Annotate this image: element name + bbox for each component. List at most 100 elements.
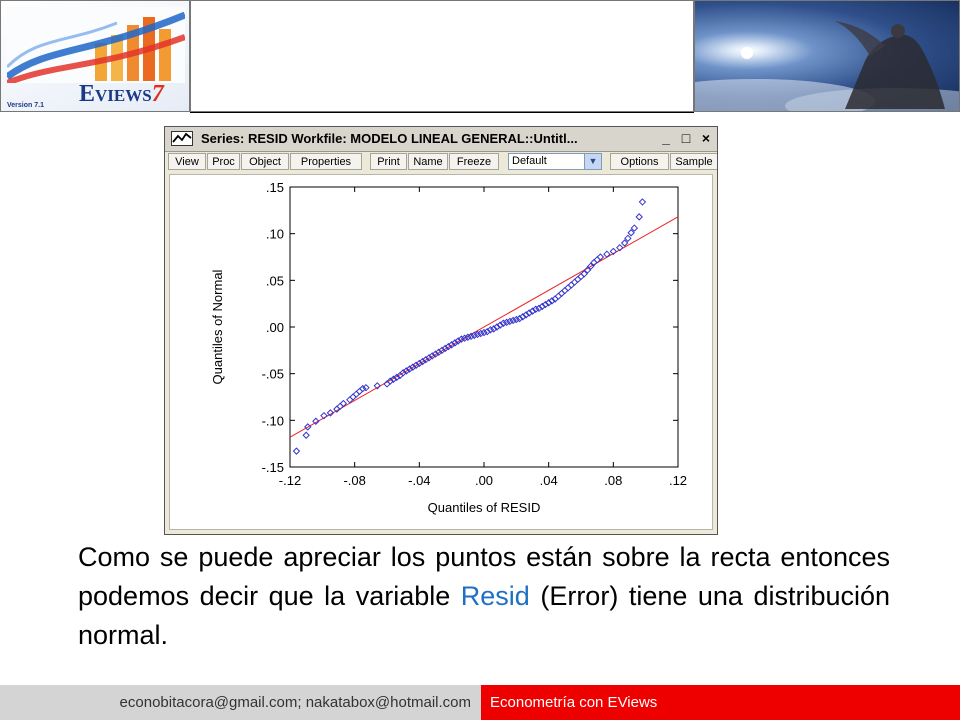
logo-chart-graphic bbox=[7, 7, 185, 83]
data-point bbox=[486, 326, 495, 334]
data-point bbox=[554, 292, 563, 300]
data-point bbox=[412, 361, 420, 369]
data-point bbox=[355, 387, 364, 396]
data-point bbox=[515, 314, 524, 323]
data-point bbox=[415, 359, 424, 368]
name-button[interactable]: Name bbox=[408, 153, 448, 170]
data-point bbox=[389, 375, 398, 383]
data-point bbox=[464, 333, 472, 341]
y-tick-label: -.05 bbox=[262, 367, 284, 382]
data-point bbox=[561, 286, 569, 295]
display-type-select[interactable]: Default ▼ bbox=[508, 153, 602, 170]
data-point bbox=[304, 423, 312, 431]
y-tick-label: .05 bbox=[266, 273, 284, 288]
data-point bbox=[435, 348, 443, 356]
data-point bbox=[483, 327, 491, 336]
data-point bbox=[409, 363, 417, 371]
eviews-series-window[interactable]: Series: RESID Workfile: MODELO LINEAL GE… bbox=[164, 126, 718, 535]
freeze-button[interactable]: Freeze bbox=[449, 153, 499, 170]
data-point bbox=[302, 431, 310, 439]
data-point bbox=[630, 224, 639, 232]
sky-figure-graphic bbox=[695, 21, 959, 111]
data-point bbox=[373, 382, 382, 390]
data-point bbox=[532, 305, 540, 313]
qq-plot-area: -.12 -.08 -.04 .00 .04 .08 .12 -.15 -.10 -.05 .00.… bbox=[169, 174, 713, 530]
data-point bbox=[428, 352, 436, 360]
data-point bbox=[616, 243, 624, 252]
data-point bbox=[528, 307, 537, 315]
header-divider bbox=[190, 112, 694, 113]
logo-wordmark: EVIEWS7 bbox=[79, 81, 164, 107]
data-point bbox=[473, 330, 482, 339]
chevron-down-icon[interactable]: ▼ bbox=[584, 154, 601, 169]
y-axis-label: Quantiles of Normal bbox=[210, 269, 225, 384]
data-point bbox=[489, 325, 498, 333]
x-tick-label: -.04 bbox=[408, 473, 430, 488]
data-point bbox=[509, 316, 517, 325]
data-point bbox=[519, 313, 527, 321]
proc-button[interactable]: Proc bbox=[207, 153, 240, 170]
window-titlebar[interactable]: Series: RESID Workfile: MODELO LINEAL GE… bbox=[165, 127, 717, 152]
data-point bbox=[541, 300, 550, 309]
data-point bbox=[603, 250, 611, 258]
data-point bbox=[320, 411, 328, 420]
data-point bbox=[609, 247, 618, 256]
data-point bbox=[506, 317, 514, 326]
options-button[interactable]: Options bbox=[610, 153, 669, 170]
window-toolbar: View Proc Object Properties Print Name F… bbox=[165, 152, 717, 172]
explanation-text: Como se puede apreciar los puntos están … bbox=[78, 538, 890, 655]
x-tick-label: .12 bbox=[669, 473, 687, 488]
data-point bbox=[467, 332, 475, 341]
logo-version: Version 7.1 bbox=[7, 102, 44, 109]
data-point bbox=[477, 329, 485, 338]
y-tick-label: .10 bbox=[266, 227, 284, 242]
window-title: Series: RESID Workfile: MODELO LINEAL GE… bbox=[201, 131, 578, 146]
data-point bbox=[349, 393, 357, 401]
data-point bbox=[525, 309, 533, 317]
data-point bbox=[405, 365, 414, 373]
x-tick-label: .08 bbox=[604, 473, 622, 488]
data-point bbox=[441, 344, 449, 353]
data-point bbox=[292, 447, 301, 455]
x-axis-label: Quantiles of RESID bbox=[428, 500, 541, 515]
data-point bbox=[470, 331, 479, 340]
data-point bbox=[425, 354, 433, 362]
data-point bbox=[402, 367, 411, 375]
data-point bbox=[480, 328, 488, 337]
series-graph-icon bbox=[171, 131, 193, 146]
data-point bbox=[444, 342, 453, 351]
data-point bbox=[544, 299, 553, 307]
data-point bbox=[499, 319, 508, 327]
data-point bbox=[451, 339, 459, 347]
data-point bbox=[359, 384, 367, 393]
data-point bbox=[392, 373, 401, 382]
display-type-value: Default bbox=[512, 155, 547, 167]
data-point bbox=[399, 369, 407, 377]
data-point bbox=[326, 409, 335, 417]
data-point bbox=[586, 262, 595, 271]
view-button[interactable]: View bbox=[168, 153, 206, 170]
close-icon[interactable]: × bbox=[701, 130, 711, 146]
print-button[interactable]: Print bbox=[370, 153, 407, 170]
data-point bbox=[502, 318, 511, 327]
header-sky-photo bbox=[694, 0, 960, 112]
data-point bbox=[496, 321, 504, 329]
x-tick-label: -.08 bbox=[343, 473, 365, 488]
object-button[interactable]: Object bbox=[241, 153, 289, 170]
x-tick-label: .04 bbox=[540, 473, 558, 488]
data-point bbox=[312, 417, 320, 425]
data-point bbox=[460, 334, 469, 342]
properties-button[interactable]: Properties bbox=[290, 153, 362, 170]
data-point bbox=[574, 275, 582, 284]
sample-button[interactable]: Sample bbox=[670, 153, 717, 170]
y-tick-label: -.10 bbox=[262, 413, 284, 428]
data-point bbox=[580, 270, 588, 278]
data-point bbox=[624, 234, 632, 243]
data-point bbox=[627, 229, 635, 237]
data-point bbox=[567, 281, 576, 289]
data-point bbox=[447, 341, 456, 349]
y-tick-label: .00 bbox=[266, 320, 284, 335]
maximize-icon[interactable]: □ bbox=[681, 130, 691, 146]
reference-line bbox=[289, 216, 679, 438]
minimize-icon[interactable]: _ bbox=[662, 130, 670, 146]
